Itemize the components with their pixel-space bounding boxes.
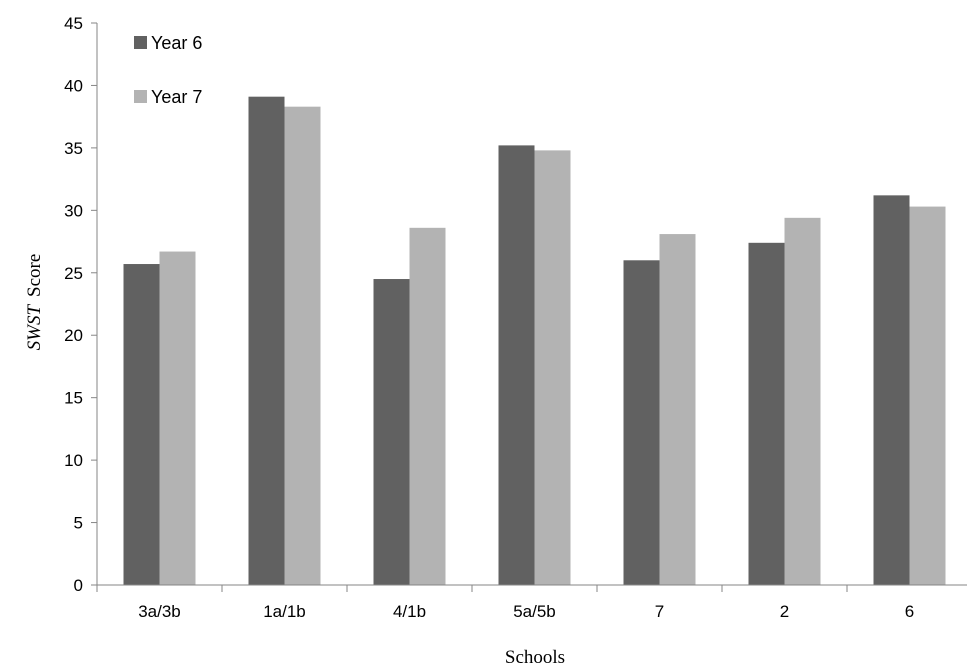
bar-year-6-1a-1b bbox=[248, 96, 285, 585]
x-tick-label: 1a/1b bbox=[263, 602, 306, 621]
x-axis-title: Schools bbox=[505, 647, 565, 668]
legend-swatch bbox=[134, 36, 147, 49]
y-tick-label: 5 bbox=[74, 514, 83, 533]
y-tick-label: 35 bbox=[64, 139, 83, 158]
legend-swatch bbox=[134, 90, 147, 103]
bar-year-6-3a-3b bbox=[123, 264, 160, 585]
bar-year-7-4-1b bbox=[409, 227, 446, 585]
bar-year-7-3a-3b bbox=[159, 251, 196, 585]
x-tick-label: 2 bbox=[780, 602, 789, 621]
bar-year-7-6 bbox=[909, 206, 946, 585]
x-tick-label: 6 bbox=[905, 602, 914, 621]
x-tick-label: 5a/5b bbox=[513, 602, 556, 621]
bar-year-6-7 bbox=[623, 260, 660, 585]
bar-year-7-2 bbox=[784, 217, 821, 585]
y-axis-title-rest: Score bbox=[24, 254, 45, 297]
x-tick-label: 7 bbox=[655, 602, 664, 621]
x-tick-label: 3a/3b bbox=[138, 602, 181, 621]
legend: Year 6 Year 7 bbox=[134, 33, 202, 107]
bar-year-7-1a-1b bbox=[284, 106, 321, 586]
axes-group bbox=[96, 23, 967, 586]
y-axis-title: SWST Score bbox=[24, 254, 45, 351]
y-axis-title-italic: SWST bbox=[24, 304, 45, 351]
y-tick-label: 45 bbox=[64, 14, 83, 33]
x-tick-label: 4/1b bbox=[393, 602, 426, 621]
y-tick-label: 20 bbox=[64, 326, 83, 345]
bar-year-7-5a-5b bbox=[534, 150, 571, 586]
y-tick-label: 0 bbox=[74, 576, 83, 595]
bar-year-6-5a-5b bbox=[498, 145, 535, 585]
y-tick-label: 25 bbox=[64, 264, 83, 283]
y-tick-label: 10 bbox=[64, 451, 83, 470]
ticks-group: 0 5 10 15 20 25 30 35 40 45 3a/3b 1a/1b 4/1b 5a/5b 7 2 6 bbox=[64, 14, 914, 621]
y-tick-label: 15 bbox=[64, 389, 83, 408]
bars-group bbox=[123, 96, 946, 586]
y-tick-label: 40 bbox=[64, 76, 83, 95]
bar-year-6-6 bbox=[873, 195, 910, 585]
y-tick-label: 30 bbox=[64, 201, 83, 220]
bar-year-6-2 bbox=[748, 242, 785, 585]
bar-year-7-7 bbox=[659, 234, 696, 585]
legend-label: Year 6 bbox=[151, 33, 202, 53]
bar-year-6-4-1b bbox=[373, 279, 410, 585]
legend-label: Year 7 bbox=[151, 87, 202, 107]
